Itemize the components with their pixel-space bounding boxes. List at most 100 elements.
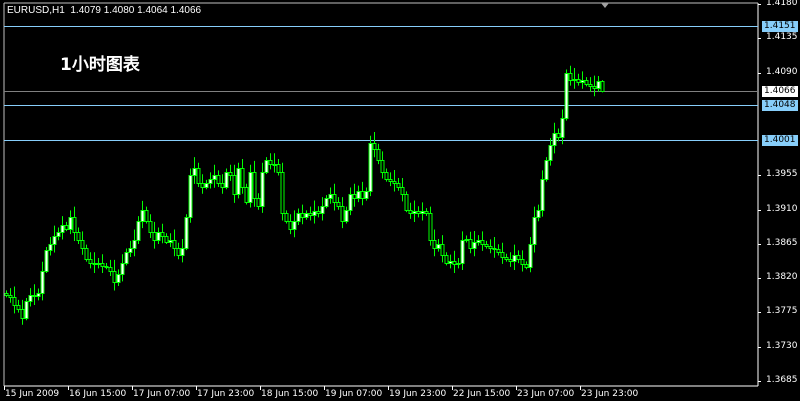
price-axis-label: 1.3730 xyxy=(766,341,798,351)
candle-body xyxy=(308,213,313,216)
candle-body xyxy=(48,244,53,251)
candle-body xyxy=(480,240,485,245)
candle-body xyxy=(408,210,413,214)
candle-body xyxy=(160,232,165,237)
candle-body xyxy=(548,145,553,161)
candle-body xyxy=(256,198,261,207)
candle-body xyxy=(184,217,189,249)
candle-body xyxy=(316,211,321,214)
candle-body xyxy=(84,248,89,260)
candle-body xyxy=(136,221,141,241)
candle-body xyxy=(416,211,421,214)
candle-body xyxy=(268,160,273,165)
low-value: 1.4064 xyxy=(137,5,168,16)
symbol-label: EURUSD,H1 xyxy=(7,5,65,16)
candle-body xyxy=(296,213,301,222)
chart-shift-marker-icon xyxy=(601,3,609,8)
candle-body xyxy=(560,118,565,138)
candle-body xyxy=(400,187,405,195)
candle-body xyxy=(496,249,501,253)
candle-body xyxy=(564,73,569,119)
candle-body xyxy=(20,309,25,319)
candle-body xyxy=(276,164,281,173)
time-axis-label: 22 Jun 15:00 xyxy=(453,389,511,399)
candle-body xyxy=(388,179,393,182)
candle-body xyxy=(528,244,533,268)
candle-body xyxy=(508,259,513,262)
candle-body xyxy=(216,175,221,184)
candle-body xyxy=(380,160,385,173)
candle-body xyxy=(140,210,145,222)
candle-body xyxy=(260,172,265,207)
candle-body xyxy=(100,263,105,267)
candle-body xyxy=(68,217,73,230)
time-axis-label: 16 Jun 15:00 xyxy=(69,389,127,399)
candle-body xyxy=(372,143,377,150)
candle-body xyxy=(512,255,517,262)
candle-body xyxy=(412,211,417,214)
level-price-label: 1.4048 xyxy=(762,99,798,111)
time-axis-label: 15 Jun 2009 xyxy=(5,389,60,399)
candle-body xyxy=(168,240,173,243)
candle-body xyxy=(244,187,249,203)
candle-body xyxy=(596,81,601,89)
candle-body xyxy=(52,236,57,245)
candle-body xyxy=(96,263,101,265)
time-axis-label: 23 Jun 07:00 xyxy=(517,389,575,399)
candle-body xyxy=(520,259,525,265)
high-value: 1.4080 xyxy=(103,5,135,16)
candle-body xyxy=(500,252,505,258)
candle-body xyxy=(544,160,549,180)
candle-body xyxy=(332,194,337,203)
candle-body xyxy=(584,80,589,85)
candle-body xyxy=(272,164,277,166)
candle-body xyxy=(336,202,341,207)
candle-body xyxy=(24,301,29,319)
candle-body xyxy=(556,133,561,138)
candle-body xyxy=(172,240,177,249)
price-axis-label: 1.4135 xyxy=(766,32,798,42)
candle-body xyxy=(72,217,77,233)
candle-body xyxy=(488,246,493,249)
candle-body xyxy=(44,250,49,272)
candle-body xyxy=(252,172,257,199)
candle-body xyxy=(360,191,365,199)
candle-body xyxy=(404,194,409,211)
candle-body xyxy=(340,206,345,222)
candle-body xyxy=(472,242,477,249)
close-value: 1.4066 xyxy=(170,5,202,16)
candle-body xyxy=(36,293,41,297)
candle-body xyxy=(280,172,285,214)
candle-body xyxy=(440,244,445,256)
candle-body xyxy=(16,305,21,310)
level-price-label: 1.4151 xyxy=(762,20,798,32)
candle-body xyxy=(580,80,585,83)
time-axis-label: 19 Jun 23:00 xyxy=(389,389,447,399)
candle-body xyxy=(180,248,185,256)
candle-body xyxy=(224,172,229,188)
candle-body xyxy=(344,210,349,222)
candle-body xyxy=(112,271,117,283)
candle-body xyxy=(552,133,557,146)
price-axis-label: 1.3685 xyxy=(766,375,798,385)
candle-body xyxy=(312,211,317,216)
candle-body xyxy=(572,79,577,81)
candle-body xyxy=(588,84,593,87)
open-value: 1.4079 xyxy=(70,5,101,16)
candle-body xyxy=(164,236,169,243)
chart-annotation-text[interactable]: 1小时图表 xyxy=(60,55,140,75)
candle-body xyxy=(8,295,13,298)
candle-body xyxy=(60,225,65,233)
candle-body xyxy=(228,172,233,176)
candle-body xyxy=(248,172,253,203)
candle-body xyxy=(148,221,153,233)
candle-body xyxy=(448,261,453,264)
candle-body xyxy=(152,232,157,241)
candle-body xyxy=(368,143,373,192)
candle-body xyxy=(460,240,465,264)
candle-body xyxy=(396,183,401,188)
candle-body xyxy=(80,240,85,249)
time-axis-label: 19 Jun 07:00 xyxy=(325,389,383,399)
candle-body xyxy=(324,198,329,207)
